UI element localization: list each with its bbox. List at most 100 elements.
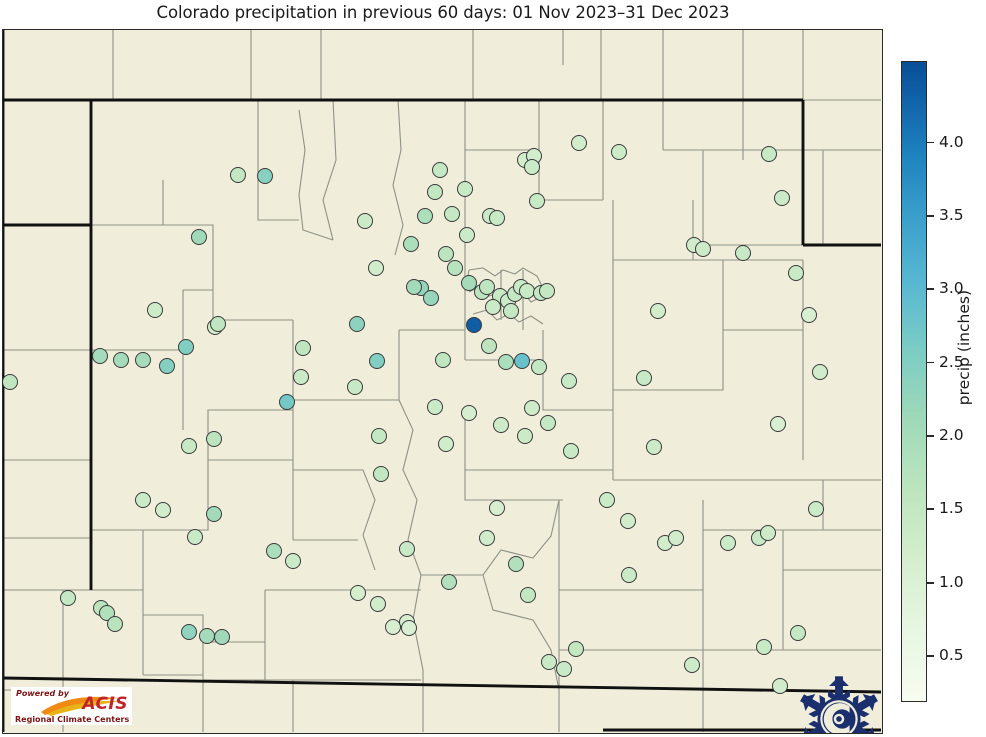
station-point bbox=[347, 379, 363, 395]
station-point bbox=[563, 443, 579, 459]
station-point bbox=[401, 620, 417, 636]
snowflake-icon bbox=[800, 676, 878, 733]
station-point bbox=[561, 373, 577, 389]
station-point bbox=[399, 541, 415, 557]
station-point bbox=[293, 369, 309, 385]
station-point bbox=[808, 501, 824, 517]
station-point bbox=[406, 279, 422, 295]
station-point bbox=[135, 352, 151, 368]
station-point bbox=[611, 144, 627, 160]
station-point bbox=[461, 275, 477, 291]
colorbar-tick-label: 4.0 bbox=[939, 132, 964, 151]
station-point bbox=[774, 190, 790, 206]
station-point bbox=[60, 590, 76, 606]
station-point bbox=[650, 303, 666, 319]
colorbar-tick bbox=[927, 361, 934, 364]
station-point bbox=[370, 596, 386, 612]
station-point bbox=[438, 436, 454, 452]
station-point bbox=[772, 678, 788, 694]
station-point bbox=[788, 265, 804, 281]
station-point bbox=[257, 168, 273, 184]
station-point bbox=[646, 439, 662, 455]
station-point bbox=[770, 416, 786, 432]
station-point bbox=[812, 364, 828, 380]
station-point bbox=[441, 574, 457, 590]
station-point bbox=[508, 556, 524, 572]
colorbar-tick bbox=[927, 508, 934, 511]
station-point bbox=[92, 348, 108, 364]
station-point bbox=[214, 629, 230, 645]
station-point bbox=[373, 466, 389, 482]
station-point bbox=[556, 661, 572, 677]
station-point bbox=[801, 307, 817, 323]
station-point bbox=[371, 428, 387, 444]
station-point bbox=[155, 502, 171, 518]
station-point bbox=[206, 431, 222, 447]
station-point bbox=[357, 213, 373, 229]
station-point bbox=[479, 279, 495, 295]
acis-tagline-label: Regional Climate Centers bbox=[15, 715, 130, 724]
colorado-county-map bbox=[3, 30, 881, 732]
station-point bbox=[159, 358, 175, 374]
station-point bbox=[461, 405, 477, 421]
station-point bbox=[206, 506, 222, 522]
colorbar-tick bbox=[927, 581, 934, 584]
station-point bbox=[684, 657, 700, 673]
station-point bbox=[541, 654, 557, 670]
colorbar-tick bbox=[927, 655, 934, 657]
colorbar-tick bbox=[927, 215, 934, 217]
station-point bbox=[756, 639, 772, 655]
station-point bbox=[568, 641, 584, 657]
station-point bbox=[517, 428, 533, 444]
station-point bbox=[181, 624, 197, 640]
station-point bbox=[761, 146, 777, 162]
page-title: Colorado precipitation in previous 60 da… bbox=[156, 3, 730, 22]
station-point bbox=[457, 181, 473, 197]
station-point bbox=[435, 352, 451, 368]
station-point bbox=[444, 206, 460, 222]
station-point bbox=[349, 316, 365, 332]
station-point bbox=[485, 299, 501, 315]
colorbar-tick-label: 1.5 bbox=[939, 499, 964, 518]
station-point bbox=[199, 628, 215, 644]
station-point bbox=[181, 438, 197, 454]
colorbar-tick bbox=[927, 288, 934, 291]
station-point bbox=[438, 246, 454, 262]
station-point bbox=[524, 159, 540, 175]
station-point bbox=[720, 535, 736, 551]
station-point bbox=[668, 530, 684, 546]
station-point bbox=[459, 227, 475, 243]
acis-wordmark: ACIS bbox=[82, 694, 128, 714]
colorbar-tick-label: 1.0 bbox=[939, 572, 964, 591]
station-point bbox=[369, 353, 385, 369]
station-point bbox=[621, 567, 637, 583]
station-point bbox=[539, 283, 555, 299]
station-point bbox=[531, 359, 547, 375]
station-point bbox=[423, 290, 439, 306]
map-canvas[interactable]: Powered by ACIS Regional Climate Centers bbox=[2, 29, 883, 734]
station-point bbox=[368, 260, 384, 276]
station-point bbox=[417, 208, 433, 224]
colorbar-tick-label: 2.5 bbox=[939, 352, 964, 371]
station-point bbox=[432, 162, 448, 178]
colorbar-tick-label: 3.0 bbox=[939, 279, 964, 298]
station-point bbox=[790, 625, 806, 641]
station-point bbox=[489, 210, 505, 226]
station-point bbox=[520, 587, 536, 603]
station-point bbox=[147, 302, 163, 318]
acis-powered-by-label: Powered by bbox=[16, 689, 69, 698]
station-point bbox=[695, 241, 711, 257]
colorbar-tick bbox=[927, 141, 934, 144]
station-point bbox=[427, 184, 443, 200]
station-point bbox=[210, 316, 226, 332]
colorbar-gradient bbox=[901, 61, 927, 702]
station-point bbox=[571, 135, 587, 151]
station-point bbox=[178, 339, 194, 355]
station-point bbox=[540, 415, 556, 431]
colorbar: 0.5 1.0 1.5 2.0 2.5 3.0 3.5 4.0 bbox=[901, 61, 964, 702]
station-point bbox=[493, 417, 509, 433]
station-point bbox=[735, 245, 751, 261]
station-point bbox=[350, 585, 366, 601]
station-point bbox=[266, 543, 282, 559]
station-point bbox=[514, 353, 530, 369]
